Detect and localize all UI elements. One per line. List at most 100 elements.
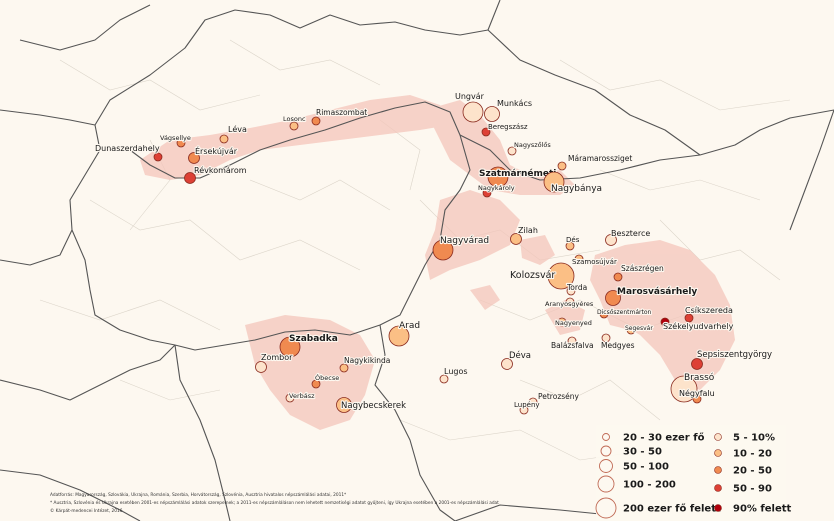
city-marker: Zombor: [255, 352, 294, 373]
map-legend: 20 - 30 ezer fő 30 - 50 50 - 100 100 - 200 2…: [595, 425, 792, 521]
city-label: Medgyes: [601, 341, 635, 350]
city-circle: [176, 138, 186, 148]
city-circle: [432, 239, 454, 261]
city-circle: [289, 121, 299, 131]
city-label: Déva: [509, 350, 531, 361]
city-marker: Ungvár: [454, 91, 486, 123]
city-label: Losonc: [283, 115, 306, 123]
city-label: Munkács: [497, 99, 532, 108]
city-marker: Máramarossziget: [557, 153, 633, 171]
city-label: Marosvásárhely: [617, 287, 697, 297]
city-circle: [557, 317, 567, 327]
city-marker: Négyfalu: [678, 387, 716, 404]
city-label: Aranyosgyéres: [545, 300, 594, 308]
city-circle: [660, 317, 670, 327]
city-circle: [565, 241, 575, 251]
city-label: Nagyvárad: [440, 236, 489, 246]
legend-share-label: 10 - 20: [733, 449, 772, 460]
city-marker: Marosvásárhely: [605, 286, 699, 306]
legend-size-circle: [600, 445, 612, 457]
city-label: Zombor: [261, 353, 293, 362]
city-marker: Révkomárom: [184, 164, 248, 184]
city-marker: Losonc: [282, 114, 307, 131]
city-circle: [184, 172, 196, 184]
city-label: Arad: [399, 321, 420, 331]
city-marker: Szászrégen: [613, 263, 665, 282]
legend-share-swatch: [714, 433, 722, 441]
city-label: Dicsőszentmárton: [597, 309, 652, 316]
city-circle: [439, 374, 449, 384]
city-label: Lupény: [514, 401, 540, 409]
city-label: Beszterce: [611, 229, 650, 238]
city-circle: [339, 363, 349, 373]
minor-borders: [39, 39, 791, 461]
legend-share-swatch: [714, 484, 722, 492]
city-circle: [543, 171, 565, 193]
city-circle: [566, 286, 576, 296]
city-marker: Torda: [565, 282, 588, 296]
city-label: Zilah: [518, 226, 538, 235]
city-label: Csíkszereda: [685, 306, 733, 315]
city-label: Nagykikinda: [344, 356, 390, 365]
city-marker: Balázsfalva: [550, 336, 595, 351]
city-marker: Nagybánya: [543, 171, 603, 195]
legend-background: [596, 425, 786, 521]
city-circle: [519, 405, 529, 415]
city-label: Ungvár: [455, 92, 485, 101]
source-line-1: Adatforrás: Magyarország, Szlovákia, Ukr…: [50, 491, 347, 498]
city-marker: Nagyenyed: [554, 317, 593, 328]
city-circle: [565, 297, 575, 307]
legend-size-circle: [599, 459, 613, 473]
legend-share-swatch: [714, 449, 722, 457]
city-label: Szabadka: [289, 334, 338, 344]
city-circle: [574, 254, 584, 264]
city-label: Balázsfalva: [551, 341, 594, 350]
legend-share-label: 90% felett: [733, 504, 792, 515]
city-marker: Szabadka: [279, 333, 339, 358]
city-label: Petrozsény: [538, 392, 580, 401]
city-circle: [336, 397, 352, 413]
city-label: Óbecse: [315, 373, 339, 382]
city-marker: Nagybecskerek: [336, 397, 407, 413]
city-marker: Beszterce: [605, 228, 651, 246]
city-marker: Székelyudvarhely: [660, 317, 735, 332]
legend-size-circle: [595, 497, 617, 519]
city-circle: [670, 375, 698, 403]
legend-share-swatch: [714, 504, 722, 512]
city-marker: Óbecse: [311, 372, 340, 389]
city-circle: [311, 116, 321, 126]
city-marker: Arad: [388, 320, 421, 347]
city-marker: Dés: [565, 235, 581, 251]
city-marker: Nagykároly: [477, 183, 516, 198]
city-marker: Léva: [219, 123, 248, 144]
city-marker: Szamosújvár: [571, 254, 618, 267]
source-line-3: © Kárpát-medencei Intézet, 2016: [50, 507, 123, 514]
city-marker: Aranyosgyéres: [544, 297, 595, 309]
city-circle: [507, 146, 517, 156]
city-circle: [487, 166, 509, 188]
city-label: Brassó: [684, 372, 715, 383]
city-circle: [626, 325, 636, 335]
city-label: Révkomárom: [194, 165, 247, 175]
city-marker: Dicsőszentmárton: [596, 308, 653, 319]
city-label: Nagybánya: [551, 184, 602, 194]
legend-size-label: 20 - 30 ezer fő: [623, 432, 705, 444]
city-label: Sepsiszentgyörgy: [697, 350, 772, 360]
city-marker: Brassó: [670, 371, 716, 403]
city-circle: [279, 336, 301, 358]
city-label: Kolozsvár: [510, 270, 555, 281]
city-marker: Nagykikinda: [339, 355, 391, 373]
city-label: Torda: [566, 283, 587, 292]
city-marker: Lugos: [439, 366, 469, 384]
city-label: Dunaszerdahely: [95, 144, 160, 153]
city-marker: Csíkszereda: [684, 305, 734, 323]
city-circle: [188, 152, 200, 164]
city-circle: [153, 152, 163, 162]
legend-size-circle: [602, 433, 610, 441]
city-marker: Dunaszerdahely: [94, 143, 163, 162]
city-marker: Medgyes: [600, 333, 636, 351]
city-label: Beregszász: [488, 123, 528, 131]
city-marker: Déva: [501, 349, 532, 370]
legend-share-label: 50 - 90: [733, 484, 772, 495]
